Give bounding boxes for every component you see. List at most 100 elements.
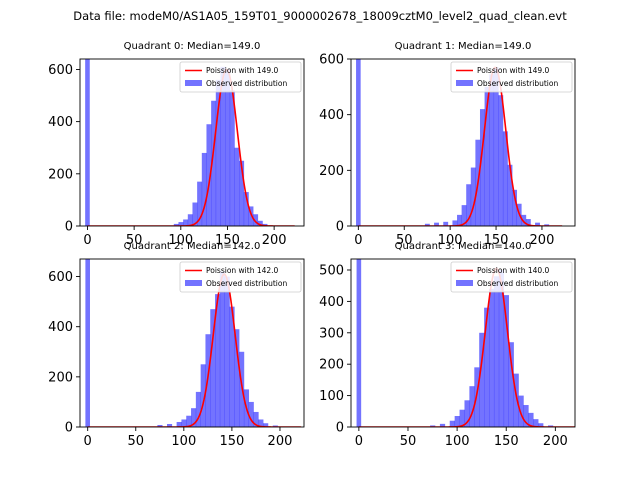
y-tick-label: 0 <box>336 421 344 436</box>
histogram-bar <box>197 181 203 226</box>
histogram-bar <box>457 214 462 226</box>
x-tick-label: 0 <box>84 434 92 449</box>
histogram-bar <box>195 391 201 427</box>
legend: Poission with 142.0 Observed distribution <box>179 261 302 293</box>
x-tick-label: 200 <box>268 434 293 449</box>
histogram-bar-zero <box>85 259 90 427</box>
histogram-bar <box>503 295 509 427</box>
histogram-bar <box>229 90 235 226</box>
histogram-bar <box>225 69 231 226</box>
histogram-bar <box>469 386 475 427</box>
y-tick-label: 400 <box>319 295 344 310</box>
x-tick-label: 100 <box>445 434 470 449</box>
poisson-fit-line <box>358 66 563 226</box>
x-tick-label: 0 <box>354 233 362 248</box>
legend-fit-label: Poission with 140.0 <box>477 266 550 275</box>
legend-box <box>179 261 302 293</box>
axes-frame <box>350 58 576 227</box>
subplot-title: Quadrant 2: Median=142.0 <box>124 241 261 252</box>
histogram-bar <box>186 415 192 427</box>
subplot-title: Quadrant 0: Median=149.0 <box>124 41 261 52</box>
legend-box <box>450 261 573 293</box>
histogram-bar <box>507 164 513 226</box>
legend: Poission with 140.0 Observed distribution <box>450 261 573 293</box>
x-tick-label: 150 <box>219 434 244 449</box>
y-tick-label: 200 <box>319 358 344 373</box>
y-tick-label: 100 <box>319 389 344 404</box>
histogram-bar <box>538 423 544 427</box>
y-tick-label: 400 <box>319 108 344 123</box>
poisson-fit-line <box>87 273 302 427</box>
y-tick-label: 0 <box>336 220 344 235</box>
histogram-bar <box>464 400 470 427</box>
histogram-bar <box>191 408 197 427</box>
legend-hist-swatch <box>456 280 473 286</box>
legend-hist-swatch <box>185 280 202 286</box>
histogram-bar <box>434 222 439 226</box>
histogram-bar <box>508 342 514 427</box>
histogram-bar <box>211 100 217 226</box>
legend-box <box>450 61 573 93</box>
histogram-bar <box>157 424 163 427</box>
histogram-bar <box>443 221 449 226</box>
histogram-bar <box>215 294 221 427</box>
histogram-bar <box>253 214 259 226</box>
x-tick-label: 100 <box>168 233 193 248</box>
y-tick-label: 400 <box>48 115 73 130</box>
subplot-grid: 0 50 100 150 200 0 200 400 600 Quadrant 0: Median… <box>48 41 576 449</box>
histogram-bar <box>243 192 249 226</box>
histogram-bar <box>528 412 534 427</box>
histogram-bar <box>219 271 225 427</box>
subplot-2: 0 50 100 150 200 0 200 400 600 Quadrant 2: Median… <box>48 241 305 449</box>
histogram-bar <box>489 74 495 226</box>
x-tick-label: 50 <box>127 434 144 449</box>
histogram-bar <box>178 222 184 226</box>
histogram-bar <box>523 405 529 427</box>
histogram-bar <box>498 95 504 226</box>
histogram-bar <box>479 332 485 427</box>
legend: Poission with 149.0 Observed distribution <box>179 61 302 93</box>
histogram-bar <box>187 214 193 226</box>
histogram-bar <box>489 288 495 427</box>
histogram-bar <box>248 206 254 226</box>
x-tick-label: 200 <box>543 434 568 449</box>
histogram-bar <box>263 423 269 427</box>
x-tick-label: 200 <box>262 233 287 248</box>
legend-box <box>179 61 302 93</box>
y-tick-label: 600 <box>48 63 73 78</box>
histogram-bar <box>215 79 221 226</box>
y-tick-label: 200 <box>319 164 344 179</box>
plot-area <box>356 259 575 427</box>
plot-area <box>85 59 295 226</box>
x-tick-label: 150 <box>494 434 519 449</box>
histogram-bar <box>513 373 519 427</box>
histogram-bar <box>449 420 455 427</box>
y-tick-label: 600 <box>48 270 73 285</box>
histogram-bar <box>210 309 216 427</box>
histogram-bar <box>183 219 189 226</box>
legend-hist-swatch <box>185 80 202 86</box>
figure-title: Data file: modeM0/AS1A05_159T01_90000026… <box>73 9 567 23</box>
histogram-bar <box>533 419 539 427</box>
y-tick-label: 0 <box>65 220 73 235</box>
histogram-bar <box>424 223 430 226</box>
histogram-bar <box>498 269 505 427</box>
y-tick-label: 0 <box>65 421 73 436</box>
legend-hist-label: Observed distribution <box>206 79 287 88</box>
histogram-bar <box>181 419 187 427</box>
histogram-bar-zero <box>356 59 361 226</box>
axes-frame <box>79 58 305 227</box>
histogram-bar <box>466 184 472 226</box>
histogram-bar <box>206 124 212 226</box>
subplot-1: 0 50 100 150 200 0 200 400 600 Quadrant 1: Median… <box>319 41 576 248</box>
histogram-bar <box>525 219 531 226</box>
x-tick-label: 0 <box>83 233 91 248</box>
histogram-bar <box>544 224 550 226</box>
y-tick-label: 200 <box>48 167 73 182</box>
subplot-3: 0 50 100 150 200 0 100 200 300 400 500 Quadrant 3: … <box>319 241 576 449</box>
histogram-bar <box>173 223 179 226</box>
legend-fit-label: Poission with 149.0 <box>206 66 279 75</box>
histogram-bar <box>512 189 518 226</box>
x-tick-label: 100 <box>171 434 196 449</box>
